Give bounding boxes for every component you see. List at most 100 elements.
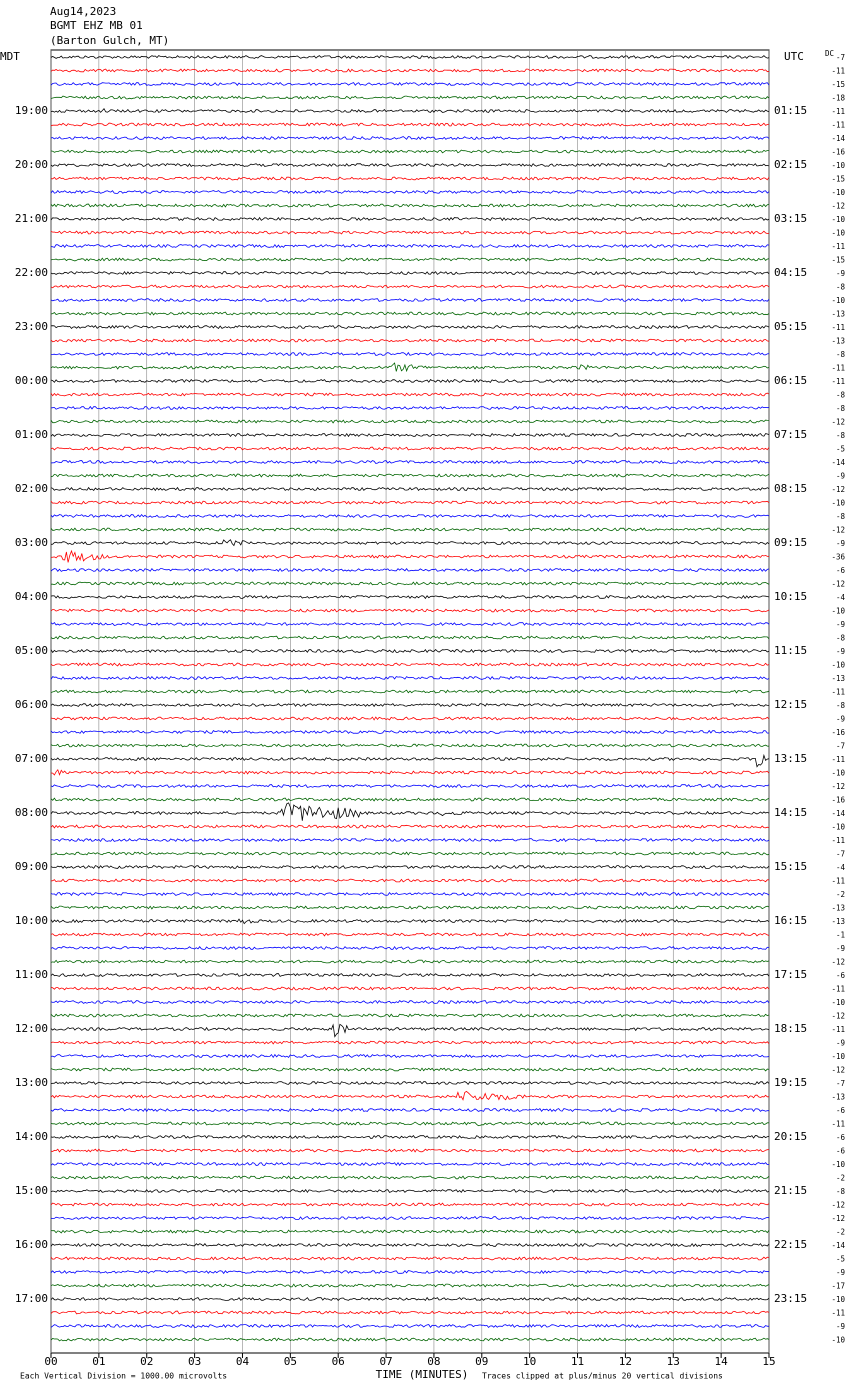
dc-offset: -11: [831, 1309, 845, 1318]
trace: [51, 351, 770, 357]
trace: [50, 122, 770, 127]
trace: [50, 716, 770, 721]
x-tick-label: 03: [188, 1355, 201, 1368]
dc-label: DC: [825, 49, 834, 58]
trace: [50, 702, 770, 708]
dc-offset: -11: [831, 377, 845, 386]
dc-offset: -14: [831, 458, 845, 467]
trace: [50, 446, 770, 451]
dc-offset: -7: [836, 53, 845, 62]
dc-offset: -11: [831, 121, 845, 130]
trace: [50, 851, 770, 856]
dc-offset: -9: [836, 1268, 845, 1277]
dc-offset: -10: [831, 607, 845, 616]
dc-offset: -17: [831, 1282, 845, 1291]
dc-offset: -12: [831, 1012, 845, 1021]
trace: [50, 1337, 770, 1342]
trace: [50, 81, 770, 86]
trace: [50, 567, 770, 573]
trace: [50, 500, 770, 505]
trace: [50, 729, 770, 734]
right-time-label: 10:15: [774, 590, 807, 603]
x-tick-label: 15: [762, 1355, 775, 1368]
trace: [50, 824, 770, 829]
dc-offset: -11: [831, 107, 845, 116]
left-time-label: 23:00: [15, 320, 48, 333]
x-tick-label: 01: [92, 1355, 105, 1368]
trace: [50, 1323, 770, 1328]
dc-offset: -10: [831, 1052, 845, 1061]
trace: [50, 743, 770, 748]
dc-offset: -10: [831, 1336, 845, 1345]
dc-offset: -11: [831, 755, 845, 764]
right-time-label: 17:15: [774, 968, 807, 981]
trace: [50, 959, 770, 964]
dc-offset: -10: [831, 188, 845, 197]
dc-offset: -7: [836, 1079, 845, 1088]
dc-offset: -11: [831, 364, 845, 373]
trace: [50, 284, 770, 289]
dc-offset: -9: [836, 1039, 845, 1048]
trace: [50, 297, 770, 303]
trace: [50, 311, 770, 316]
dc-offset: -4: [836, 863, 846, 872]
dc-offset: -9: [836, 269, 845, 278]
trace: [50, 362, 770, 373]
right-time-label: 04:15: [774, 266, 807, 279]
right-time-label: 16:15: [774, 914, 807, 927]
trace: [50, 1296, 770, 1301]
trace: [50, 473, 770, 478]
right-time-label: 07:15: [774, 428, 807, 441]
trace: [50, 608, 770, 613]
left-time-label: 17:00: [15, 1292, 48, 1305]
dc-offset: -2: [836, 890, 845, 899]
right-time-label: 01:15: [774, 104, 807, 117]
trace: [50, 1229, 770, 1234]
left-time-label: 14:00: [15, 1130, 48, 1143]
trace: [50, 1107, 770, 1113]
left-time-label: 04:00: [15, 590, 48, 603]
dc-offset: -6: [836, 971, 846, 980]
trace: [50, 162, 770, 168]
trace: [50, 1090, 769, 1101]
trace: [50, 864, 770, 870]
trace: [50, 1283, 770, 1288]
left-time-label: 20:00: [15, 158, 48, 171]
dc-offset: -5: [836, 445, 845, 454]
dc-offset: -6: [836, 1147, 846, 1156]
trace: [50, 539, 770, 547]
trace: [50, 905, 770, 910]
dc-offset: -12: [831, 958, 845, 967]
right-time-label: 18:15: [774, 1022, 807, 1035]
dc-offset: -13: [831, 310, 845, 319]
left-time-label: 03:00: [15, 536, 48, 549]
left-time-label: 19:00: [15, 104, 48, 117]
dc-offset: -10: [831, 998, 845, 1007]
trace: [50, 1256, 770, 1261]
dc-offset: -13: [831, 904, 845, 913]
trace: [50, 662, 770, 667]
trace: [50, 405, 770, 411]
trace: [50, 203, 770, 208]
trace: [50, 378, 770, 384]
trace: [50, 1202, 770, 1207]
trace: [50, 1067, 770, 1072]
left-time-label: 21:00: [15, 212, 48, 225]
trace: [50, 1121, 769, 1127]
dc-offset: -8: [836, 391, 846, 400]
dc-offset: -10: [831, 499, 845, 508]
dc-offset: -1: [836, 931, 845, 940]
dc-offset: -10: [831, 215, 845, 224]
dc-offset: -8: [836, 1187, 846, 1196]
dc-offset: -10: [831, 769, 845, 778]
x-tick-label: 12: [619, 1355, 632, 1368]
x-tick-label: 11: [571, 1355, 584, 1368]
dc-offset: -9: [836, 1322, 845, 1331]
trace: [50, 270, 770, 276]
left-time-label: 07:00: [15, 752, 48, 765]
trace: [50, 1242, 770, 1248]
right-zone: UTC: [784, 50, 804, 63]
dc-offset: -11: [831, 67, 845, 76]
trace: [50, 257, 770, 262]
left-time-label: 11:00: [15, 968, 48, 981]
